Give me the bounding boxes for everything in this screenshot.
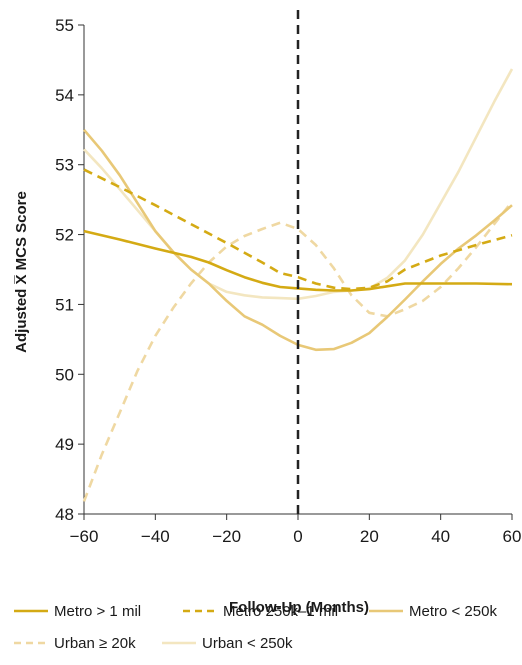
x-tick-label: 0 [293, 527, 302, 546]
series-line-3 [82, 200, 514, 502]
legend-label-4: Urban < 250k [202, 635, 293, 652]
legend: Metro > 1 mil Metro 250k–1 mil Metro < 250… [14, 603, 497, 652]
y-axis-title: Adjusted X̅ MCS Score [13, 191, 30, 353]
y-tick-label: 55 [55, 16, 74, 35]
x-axis-title: Follow-Up (Months) [229, 599, 369, 616]
series-line-1 [83, 168, 513, 291]
y-tick-label: 50 [55, 365, 74, 384]
legend-label-1: Metro 250k–1 mil [223, 603, 338, 620]
axes: 48 49 50 51 52 53 54 55 −60 −40 −20 0 20 40 60 [55, 16, 521, 546]
y-tick-label: 48 [55, 505, 74, 524]
x-tick-label: 60 [503, 527, 522, 546]
x-tick-label: 20 [360, 527, 379, 546]
y-tick-label: 54 [55, 86, 74, 105]
y-tick-label: 51 [55, 295, 74, 314]
x-tick-label: −20 [212, 527, 241, 546]
y-tick-label: 52 [55, 226, 74, 245]
x-tick-label: 40 [431, 527, 450, 546]
x-tick-label: −40 [141, 527, 170, 546]
legend-label-2: Metro < 250k [409, 603, 497, 620]
x-tick-label: −60 [70, 527, 99, 546]
y-tick-label: 53 [55, 156, 74, 175]
legend-label-3: Urban ≥ 20k [54, 635, 136, 652]
y-tick-label: 49 [55, 435, 74, 454]
legend-label-0: Metro > 1 mil [54, 603, 141, 620]
